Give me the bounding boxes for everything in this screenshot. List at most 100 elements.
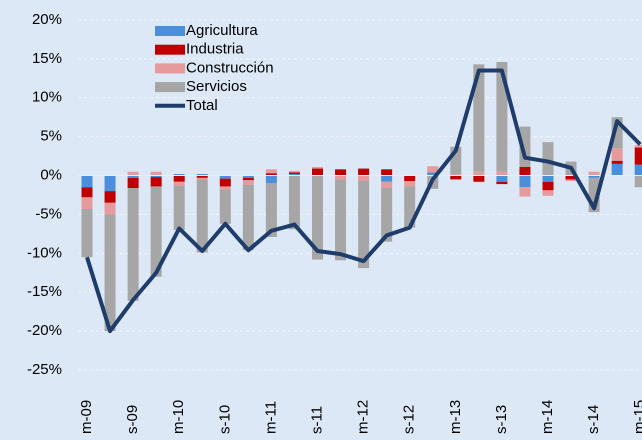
bar-segment xyxy=(265,169,277,174)
bar-segment xyxy=(150,186,162,277)
x-tick-label: m-11 xyxy=(262,401,279,434)
bar-segment xyxy=(104,175,116,192)
bar-segment xyxy=(335,175,347,180)
bar-segment xyxy=(611,117,623,149)
bar-segment xyxy=(173,174,185,176)
bar-segment xyxy=(565,179,577,181)
bar-segment xyxy=(127,188,139,301)
legend-swatch xyxy=(155,44,185,55)
bar-segment xyxy=(242,175,254,178)
legend-label: Construcción xyxy=(186,59,274,76)
bar-segment xyxy=(634,145,642,148)
bar-segment xyxy=(265,173,277,176)
bar-segment xyxy=(542,142,554,176)
bar-segment xyxy=(358,168,370,176)
bar-segment xyxy=(542,190,554,196)
bar-segment xyxy=(358,181,370,269)
bar-segment xyxy=(381,175,393,182)
bar-segment xyxy=(381,169,393,176)
y-tick-label: 20% xyxy=(32,11,62,28)
bar-segment xyxy=(496,171,508,176)
legend-label: Industria xyxy=(186,41,244,58)
bar-segment xyxy=(519,187,531,197)
y-tick-label: -15% xyxy=(27,283,62,300)
bar-segment xyxy=(81,175,93,188)
y-tick-label: -20% xyxy=(27,322,62,339)
bar-segment xyxy=(173,185,185,230)
bar-segment xyxy=(496,175,508,182)
bar-segment xyxy=(542,175,554,182)
bar-segment xyxy=(242,177,254,181)
bar-segment xyxy=(473,175,485,182)
bar-segment xyxy=(588,175,600,178)
bar-segment xyxy=(104,202,116,215)
y-tick-label: 10% xyxy=(32,89,62,106)
bar-segment xyxy=(335,179,347,261)
bar-segment xyxy=(265,183,277,237)
bar-segment xyxy=(150,175,162,178)
bar-segment xyxy=(81,187,93,198)
bar-segment xyxy=(519,126,531,167)
bar-segment xyxy=(381,181,393,188)
bar-segment xyxy=(450,174,462,176)
bar-segment xyxy=(265,175,277,184)
bar-segment xyxy=(173,175,185,182)
x-tick-label: s-13 xyxy=(493,405,510,434)
x-tick-label: m-10 xyxy=(170,400,187,434)
bar-segment xyxy=(496,62,508,172)
bar-segment xyxy=(288,170,300,173)
bar-segment xyxy=(404,186,416,228)
bar-segment xyxy=(104,214,116,332)
bar-segment xyxy=(450,175,462,180)
bar-segment xyxy=(427,166,439,173)
bar-segment xyxy=(150,171,162,176)
x-tick-label: m-15 xyxy=(631,400,642,434)
y-tick-label: 15% xyxy=(32,50,62,67)
bar-segment xyxy=(104,191,116,203)
bar-segment xyxy=(312,175,323,260)
legend-swatch xyxy=(155,63,185,74)
bar-segment xyxy=(288,175,300,230)
bar-segment xyxy=(219,175,231,179)
bar-segment xyxy=(588,171,600,176)
bar-segment xyxy=(81,209,93,258)
y-tick-label: -25% xyxy=(27,361,62,378)
bar-segment xyxy=(519,175,531,188)
bar-segment xyxy=(404,181,416,187)
x-tick-label: s-11 xyxy=(308,406,325,434)
bar-segment xyxy=(473,64,485,172)
x-tick-label: s-10 xyxy=(216,405,233,434)
bar-segment xyxy=(196,177,208,180)
bar-segment xyxy=(473,171,485,176)
legend-label: Total xyxy=(186,97,218,114)
bar-segment xyxy=(611,163,623,176)
bar-segment xyxy=(242,180,254,185)
y-tick-label: 5% xyxy=(40,128,62,145)
legend-swatch xyxy=(155,82,185,93)
bar-segment xyxy=(427,172,439,176)
bar-segment xyxy=(404,175,416,181)
bar-segment xyxy=(196,175,208,178)
legend-swatch xyxy=(155,26,185,36)
bar-segment xyxy=(519,167,531,176)
bar-segment xyxy=(611,148,623,161)
bar-segment xyxy=(381,188,393,242)
x-tick-label: m-12 xyxy=(355,400,372,434)
bar-segment xyxy=(219,189,231,224)
x-tick-label: s-12 xyxy=(401,405,418,434)
y-tick-label: 0% xyxy=(40,167,62,184)
bar-segment xyxy=(565,175,577,180)
bar-segment xyxy=(634,147,642,165)
bar-segment xyxy=(242,184,254,251)
bar-segment xyxy=(219,178,231,187)
x-tick-label: m-09 xyxy=(78,400,95,434)
bar-segment xyxy=(335,169,347,176)
x-tick-label: s-14 xyxy=(585,405,602,434)
bar-segment xyxy=(127,177,139,188)
bar-segment xyxy=(288,174,300,176)
total-line xyxy=(85,68,642,334)
x-tick-label: m-13 xyxy=(447,400,464,434)
legend-label: Agricultura xyxy=(186,22,258,39)
bar-segment xyxy=(496,181,508,185)
